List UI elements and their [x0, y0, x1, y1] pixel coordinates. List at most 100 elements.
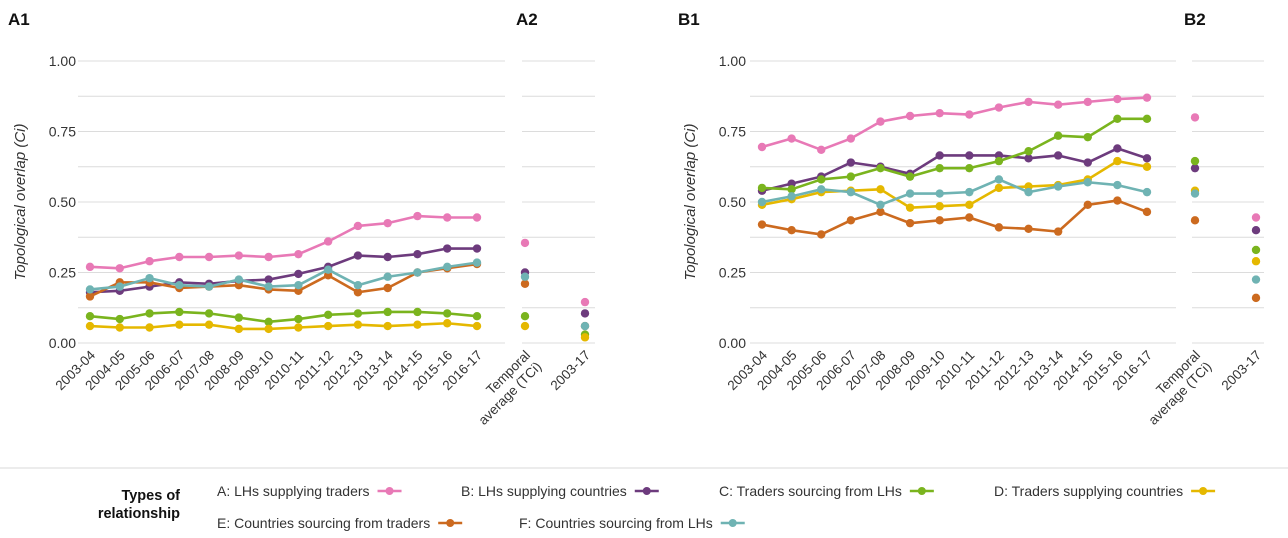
data-point: [935, 216, 944, 225]
data-point: [757, 142, 767, 152]
data-point: [323, 310, 333, 319]
data-point: [1113, 94, 1122, 104]
data-point: [787, 192, 796, 201]
series-d: [520, 321, 590, 342]
data-point: [965, 187, 974, 197]
legend: Types of relationship A: LHs supplying t…: [98, 483, 1216, 531]
data-point: [965, 213, 974, 222]
data-point: [1053, 182, 1063, 191]
data-point: [1053, 100, 1063, 109]
data-point: [905, 189, 915, 198]
series-f: [520, 272, 590, 331]
data-point: [413, 211, 422, 221]
data-point: [413, 268, 422, 277]
data-point: [204, 252, 214, 262]
series-e: [757, 196, 1152, 239]
data-point: [965, 110, 974, 119]
data-point: [520, 279, 530, 288]
y-tick-label: 0.00: [49, 335, 76, 351]
data-point: [935, 189, 944, 198]
legend-item-label: A: LHs supplying traders: [217, 483, 370, 499]
panel-label-a2: A2: [516, 10, 538, 29]
data-point: [994, 183, 1004, 193]
data-point: [1083, 97, 1092, 107]
data-point: [383, 307, 392, 317]
data-point: [1190, 113, 1200, 122]
data-point: [905, 203, 915, 212]
data-point: [175, 307, 184, 317]
data-point: [353, 309, 363, 318]
data-point: [472, 213, 482, 222]
data-point: [294, 280, 303, 290]
data-point: [520, 321, 530, 331]
legend-key-point: [446, 519, 455, 527]
data-point: [472, 258, 482, 267]
data-point: [383, 218, 392, 228]
data-point: [1083, 158, 1092, 167]
y-tick-label: 1.00: [49, 53, 76, 69]
data-point: [145, 309, 154, 318]
series-c: [757, 114, 1152, 194]
data-point: [935, 151, 944, 160]
data-point: [520, 272, 530, 281]
data-point: [115, 282, 124, 291]
data-point: [85, 312, 95, 321]
data-point: [1142, 93, 1152, 102]
data-point: [85, 262, 95, 272]
data-point: [876, 185, 885, 194]
data-point: [294, 314, 303, 324]
data-point: [85, 292, 95, 301]
data-point: [1083, 132, 1092, 142]
data-point: [413, 320, 422, 329]
data-point: [846, 158, 856, 167]
data-point: [1024, 187, 1033, 197]
data-point: [757, 197, 767, 207]
series-f: [85, 258, 482, 294]
data-point: [353, 288, 363, 297]
series-line: [89, 247, 477, 294]
data-point: [876, 117, 885, 126]
data-point: [994, 175, 1004, 184]
data-point: [520, 312, 530, 321]
data-point: [935, 163, 944, 173]
data-point: [1142, 114, 1152, 124]
data-point: [294, 249, 303, 259]
data-point: [85, 285, 95, 294]
data-point: [234, 275, 244, 284]
data-point: [1053, 131, 1063, 140]
series-c: [1190, 156, 1261, 255]
data-point: [1113, 144, 1122, 153]
data-point: [1083, 200, 1092, 210]
data-point: [1251, 226, 1261, 235]
data-point: [175, 252, 184, 262]
data-point: [846, 172, 856, 181]
data-point: [204, 320, 214, 329]
data-point: [323, 321, 333, 331]
data-point: [443, 262, 452, 272]
series-line: [761, 96, 1148, 152]
data-point: [1083, 178, 1092, 187]
data-point: [294, 269, 303, 279]
data-point: [443, 319, 452, 328]
data-point: [846, 187, 856, 197]
data-point: [1142, 154, 1152, 163]
data-point: [520, 238, 530, 248]
data-point: [443, 213, 452, 222]
data-point: [580, 321, 590, 331]
legend-item-label: B: LHs supplying countries: [461, 483, 627, 499]
data-point: [1251, 257, 1261, 266]
data-point: [1024, 147, 1033, 156]
y-tick-label: 1.00: [719, 53, 746, 69]
data-point: [145, 273, 154, 283]
data-point: [580, 297, 590, 307]
data-point: [965, 151, 974, 160]
data-point: [264, 282, 273, 291]
legend-title-line1: Types of: [121, 488, 180, 504]
data-point: [115, 314, 124, 324]
data-point: [580, 333, 590, 342]
data-point: [1190, 216, 1200, 225]
legend-item-label: F: Countries sourcing from LHs: [519, 515, 713, 531]
series-line: [761, 178, 1148, 207]
